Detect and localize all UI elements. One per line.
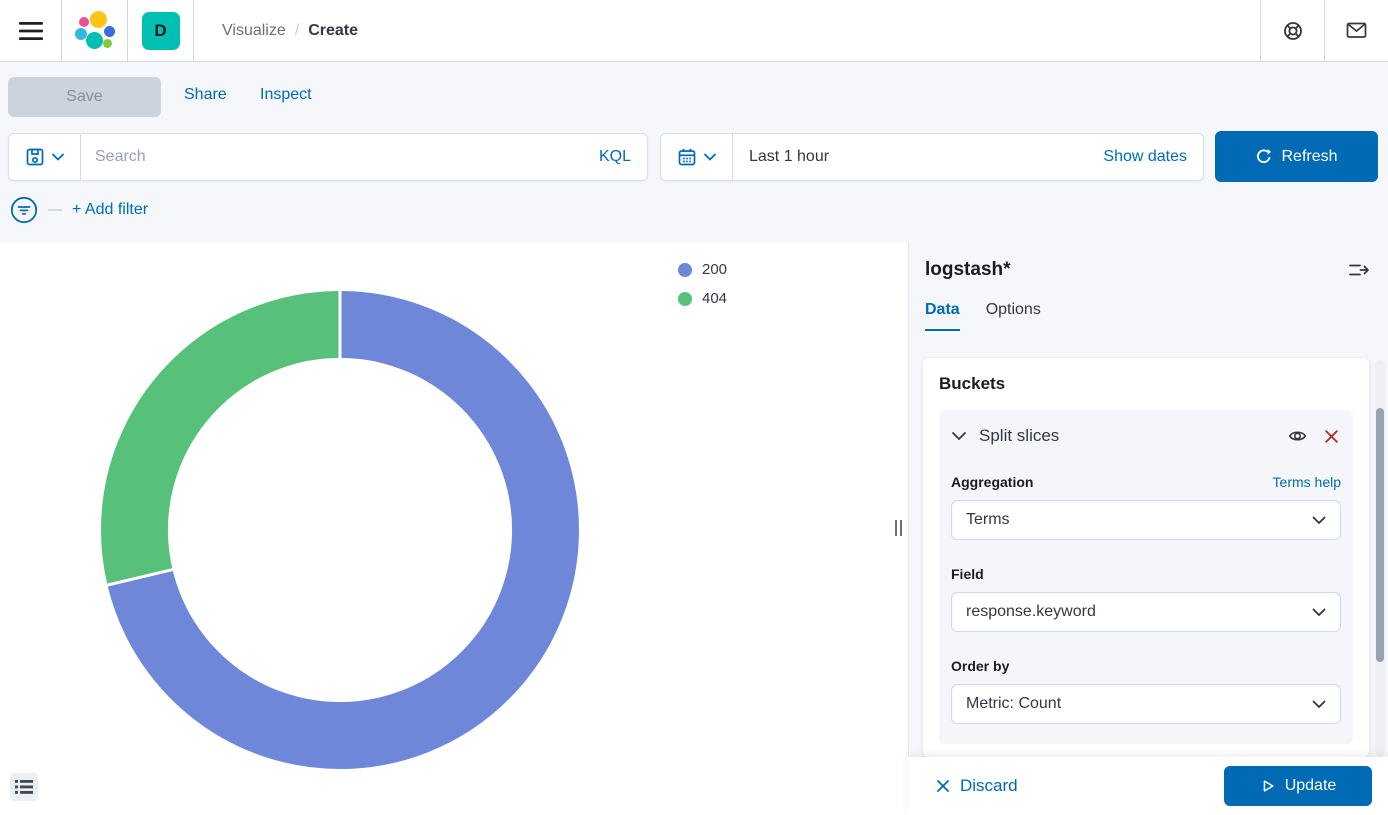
visualization-area: 200 404 [0, 243, 908, 815]
donut-chart[interactable] [100, 290, 580, 770]
aggregation-label: Aggregation [951, 474, 1034, 490]
add-filter-button[interactable]: + Add filter [72, 201, 149, 218]
discard-button[interactable]: Discard [936, 776, 1018, 796]
elastic-logo[interactable] [62, 0, 128, 61]
query-bar: KQL [8, 133, 648, 181]
space-badge-label: D [154, 20, 167, 40]
space-badge: D [141, 11, 180, 50]
index-pattern-title: logstash* [925, 259, 1011, 280]
order-by-label-row: Order by [951, 658, 1341, 674]
tab-data[interactable]: Data [925, 301, 960, 331]
terms-help-link[interactable]: Terms help [1272, 474, 1341, 490]
inspect-button[interactable]: Inspect [260, 86, 312, 103]
legend-label: 404 [702, 290, 728, 307]
panel-scrollbar-thumb[interactable] [1376, 408, 1384, 662]
legend-dot [678, 291, 692, 306]
panel-resize-handle[interactable] [891, 518, 905, 538]
collapse-panel-button[interactable] [1348, 261, 1370, 279]
legend-label: 200 [702, 261, 728, 278]
refresh-label: Refresh [1281, 147, 1338, 165]
chevron-down-icon [952, 432, 966, 441]
top-navigation-bar: D Visualize / Create [0, 0, 1388, 62]
legend-item[interactable]: 200 [678, 261, 727, 278]
visualization-editor-panel: logstash* Data Options Buckets [908, 243, 1388, 757]
save-button[interactable]: Save [8, 77, 161, 117]
legend-toggle-button[interactable] [10, 773, 38, 801]
buckets-card: Buckets Split slices [923, 358, 1369, 757]
hamburger-icon [18, 21, 43, 40]
help-life-ring-icon [1283, 21, 1302, 40]
aggregation-label-row: Aggregation Terms help [951, 474, 1341, 490]
filter-dash [48, 209, 62, 211]
calendar-icon [678, 148, 696, 166]
toggle-bucket-visibility-button[interactable] [1285, 424, 1310, 448]
help-button[interactable] [1260, 0, 1324, 61]
breadcrumb-visualize[interactable]: Visualize [222, 21, 286, 39]
bucket-box: Split slices Aggregation [939, 410, 1353, 744]
donut-chart-container [100, 290, 580, 770]
elastic-logo-icon [74, 10, 116, 52]
space-selector[interactable]: D [128, 0, 194, 61]
remove-bucket-button[interactable] [1322, 427, 1341, 446]
field-label: Field [951, 566, 984, 582]
breadcrumb-divider: / [294, 21, 300, 39]
update-label: Update [1284, 777, 1337, 794]
chevron-down-icon [52, 153, 64, 161]
editor-tabs: Data Options [909, 281, 1388, 331]
order-by-select-value: Metric: Count [966, 695, 1062, 712]
buckets-section-title: Buckets [939, 374, 1006, 393]
bucket-type-label: Split slices [979, 426, 1060, 445]
field-select[interactable]: response.keyword [951, 592, 1341, 632]
legend-item[interactable]: 404 [678, 290, 727, 307]
chart-legend: 200 404 [678, 261, 727, 307]
refresh-button[interactable]: Refresh [1215, 131, 1378, 182]
editor-footer: Discard Update [908, 757, 1388, 815]
breadcrumb: Visualize / Create [194, 0, 358, 61]
date-picker: Last 1 hour Show dates [660, 133, 1204, 181]
chevron-down-icon [1312, 516, 1326, 524]
tab-options[interactable]: Options [985, 301, 1041, 318]
share-button[interactable]: Share [184, 86, 227, 103]
eye-icon [1288, 431, 1307, 441]
aggregation-select[interactable]: Terms [951, 500, 1341, 540]
filter-icon[interactable] [10, 196, 38, 224]
saved-query-menu-button[interactable] [9, 134, 81, 180]
split-slices-accordion[interactable]: Split slices [951, 424, 1341, 448]
panel-header: logstash* [909, 243, 1388, 281]
discard-x-icon [937, 780, 949, 792]
time-range-value[interactable]: Last 1 hour [749, 148, 830, 165]
date-quick-select-button[interactable] [661, 134, 733, 180]
sub-header: Save Share Inspect KQL [0, 62, 1388, 243]
save-query-icon [26, 148, 44, 166]
menu-right-icon [1349, 264, 1369, 276]
chevron-down-icon [704, 153, 716, 161]
show-dates-button[interactable]: Show dates [1103, 148, 1187, 165]
filter-bar: + Add filter [10, 196, 148, 224]
legend-dot [678, 262, 692, 277]
chevron-down-icon [1312, 700, 1326, 708]
refresh-icon [1257, 149, 1272, 164]
chevron-down-icon [1312, 608, 1326, 616]
aggregation-select-value: Terms [966, 511, 1010, 528]
search-input[interactable] [81, 148, 599, 166]
query-language-button[interactable]: KQL [598, 148, 631, 165]
order-by-label: Order by [951, 658, 1010, 674]
order-by-select[interactable]: Metric: Count [951, 684, 1341, 724]
discard-label: Discard [960, 776, 1018, 795]
slice-divider [106, 567, 177, 587]
list-icon [15, 780, 33, 794]
play-icon [1263, 780, 1274, 792]
mail-icon [1346, 22, 1367, 38]
nav-spacer [358, 0, 1260, 61]
field-select-value: response.keyword [966, 603, 1096, 620]
field-label-row: Field [951, 566, 1341, 582]
breadcrumb-create: Create [308, 21, 359, 39]
newsfeed-button[interactable] [1324, 0, 1388, 61]
update-button[interactable]: Update [1224, 766, 1372, 806]
menu-button[interactable] [0, 0, 62, 61]
remove-x-icon [1325, 429, 1338, 443]
